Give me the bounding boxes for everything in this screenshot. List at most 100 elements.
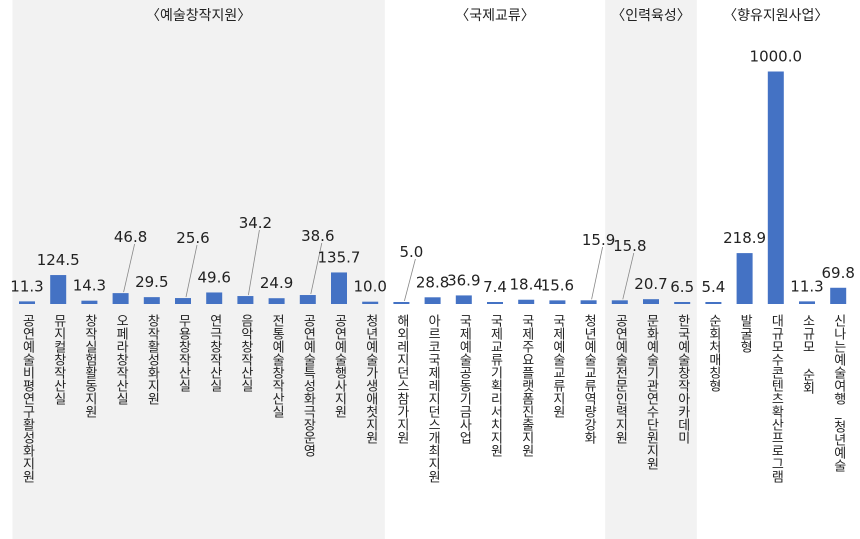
value-label-12: 5.0 [399,243,423,261]
group-label-1: 〈국제교류〉 [455,8,535,24]
category-label-3: 오페라창작산실 [113,314,128,405]
bar-20 [643,299,659,304]
leader-line-12 [404,258,416,302]
bar-19 [611,300,628,304]
category-label-25: 소규모 순회 [800,314,815,394]
leader-line-18 [591,246,603,300]
leader-line-19 [622,252,635,300]
value-label-18: 15.9 [582,231,615,249]
bar-14 [455,295,472,304]
value-label-10: 135.7 [318,248,361,266]
value-label-2: 14.3 [73,277,106,295]
value-label-24: 1000.0 [750,48,803,66]
value-label-14: 36.9 [447,271,480,289]
category-label-26: 신나는예술여행_청년예술 [831,314,846,472]
value-label-11: 10.0 [353,278,386,296]
group-label-3: 〈향유지원사업〉 [723,8,828,24]
category-label-2: 창작실험활동지원 [82,314,97,418]
bar-18 [580,300,597,304]
bar-16 [518,299,535,304]
category-label-22: 순회처매칭형 [706,314,721,392]
category-label-15: 국제교류기획리서치지원 [488,314,503,457]
category-label-0: 공연예술비평연구활성화지원 [20,314,35,483]
bar-1 [50,275,67,304]
bar-13 [424,297,441,304]
value-label-5: 25.6 [176,229,209,247]
value-label-7: 34.2 [239,214,272,232]
category-labels: 공연예술비평연구활성화지원 뮤지컬창작산실 창작실험활동지원 오페라창작산실 창작활성화… [20,314,846,483]
category-label-17: 국제예술교류지원 [550,314,565,418]
value-label-3: 46.8 [114,228,147,246]
category-label-1: 뮤지컬창작산실 [51,314,66,405]
category-label-13: 아르코국제레지던스개최지원 [425,314,440,483]
value-label-9: 38.6 [301,227,334,245]
category-label-18: 청년예술교류역량강화 [581,314,596,444]
bar-11 [362,301,379,304]
bar-12 [393,302,410,304]
group-label-2: 〈인력육성〉 [611,8,691,24]
bar-9 [299,295,316,304]
bar-21 [674,302,691,304]
category-label-14: 국제예술공동기금사업 [456,314,471,444]
value-label-0: 11.3 [10,277,43,295]
category-label-21: 한국예술창작아카데미 [675,314,690,444]
bar-10 [331,272,347,304]
value-label-21: 6.5 [670,278,694,296]
value-label-4: 29.5 [135,273,168,291]
category-label-19: 공연예술전문인력지원 [612,314,627,444]
category-label-16: 국제주요플랫폼진출지원 [519,314,534,457]
group-label-0: 〈예술창작지원〉 [146,8,251,24]
bar-25 [799,301,815,304]
category-label-5: 무용창작산실 [176,314,191,392]
category-label-4: 창작활성화지원 [144,314,159,405]
bar-7 [237,296,254,304]
category-label-20: 문화예술기관연수단원지원 [644,314,659,470]
bar-5 [175,298,191,304]
leader-line-9 [310,242,323,295]
value-labels: 11.3 124.5 14.3 46.8 29.5 25.6 49.6 34.2 24.9 38.… [10,48,855,297]
value-label-16: 18.4 [509,276,542,294]
bar-0 [19,301,35,304]
bar-2 [81,300,98,304]
value-label-6: 49.6 [197,268,230,286]
value-label-19: 15.8 [613,237,646,255]
value-label-20: 20.7 [634,275,667,293]
category-label-10: 공연예술행사지원 [332,314,347,418]
bar-15 [487,302,503,304]
category-label-6: 연극창작산실 [207,314,222,392]
value-label-26: 69.8 [821,264,854,282]
category-label-24: 대규모수콘텐츠확산프로그램 [768,314,783,483]
bar-26 [830,287,847,304]
category-label-8: 전통예술창작산실 [269,314,284,418]
value-label-25: 11.3 [790,277,823,295]
category-label-23: 발굴형 [737,314,752,353]
category-label-11: 청년예술가생애첫지원 [363,314,378,444]
bar-23 [736,253,753,304]
value-label-8: 24.9 [260,274,293,292]
bar-4 [143,297,160,304]
leader-line-7 [248,229,260,296]
value-label-23: 218.9 [723,229,766,247]
bar-8 [268,298,285,304]
bars [19,71,847,304]
bar-3 [112,293,129,304]
bar-6 [206,292,223,304]
group-labels: 〈예술창작지원〉 〈국제교류〉 〈인력육성〉 〈향유지원사업〉 [146,8,828,24]
value-label-1: 124.5 [37,251,80,269]
value-label-13: 28.8 [416,273,449,291]
group-backgrounds [12,0,697,539]
group-background-0 [12,0,385,539]
value-label-15: 7.4 [483,278,507,296]
value-label-17: 15.6 [541,276,574,294]
value-label-22: 5.4 [701,278,725,296]
leader-lines [123,229,635,302]
category-label-7: 음악창작산실 [238,314,253,392]
category-label-9: 공연예술특성화극장운영 [300,314,315,457]
leader-line-3 [123,243,135,293]
leader-line-5 [185,244,198,298]
bar-17 [549,300,566,304]
group-background-2 [605,0,697,539]
category-label-12: 해외레지던스참가지원 [394,314,409,444]
bar-24 [767,71,784,304]
